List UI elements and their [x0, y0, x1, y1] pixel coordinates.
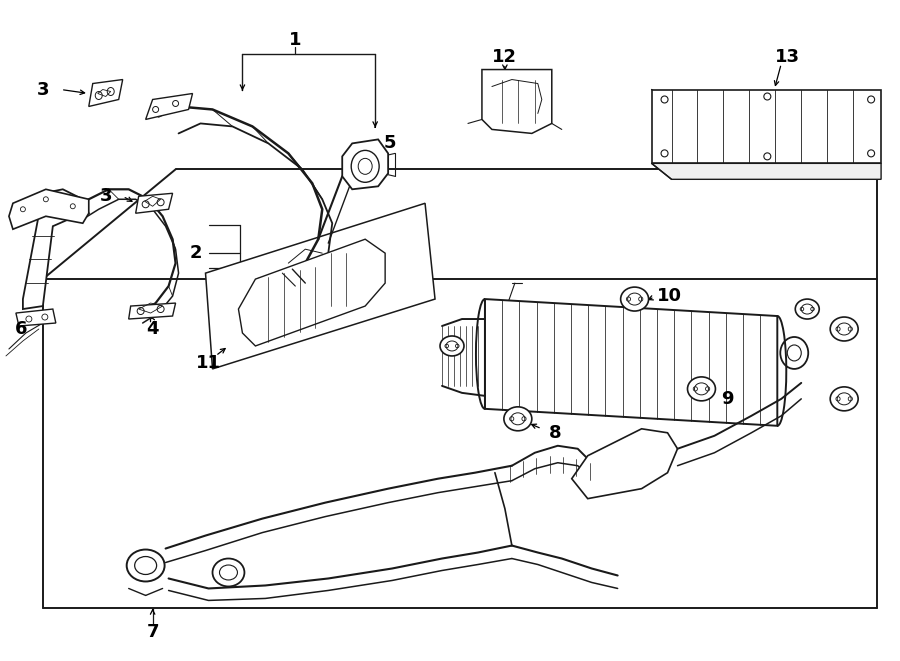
Polygon shape — [22, 189, 89, 309]
Ellipse shape — [446, 341, 458, 351]
Ellipse shape — [796, 299, 819, 319]
Text: 7: 7 — [147, 623, 159, 641]
Text: 13: 13 — [775, 48, 800, 65]
Polygon shape — [485, 299, 778, 426]
Ellipse shape — [504, 407, 532, 431]
Ellipse shape — [801, 304, 814, 314]
Text: 9: 9 — [721, 390, 734, 408]
Ellipse shape — [688, 377, 716, 401]
Text: 3: 3 — [100, 187, 112, 206]
Polygon shape — [482, 69, 552, 134]
Ellipse shape — [695, 383, 708, 395]
Polygon shape — [16, 309, 56, 326]
Polygon shape — [89, 79, 122, 106]
Text: 1: 1 — [289, 30, 302, 49]
Polygon shape — [572, 429, 678, 498]
Polygon shape — [136, 193, 173, 214]
Text: 3: 3 — [37, 81, 50, 98]
Text: 5: 5 — [384, 134, 396, 153]
Text: 6: 6 — [14, 320, 27, 338]
Text: 11: 11 — [196, 354, 221, 372]
Text: 2: 2 — [189, 244, 202, 262]
Text: 12: 12 — [492, 48, 517, 65]
Ellipse shape — [837, 393, 851, 405]
Polygon shape — [9, 189, 89, 229]
Ellipse shape — [440, 336, 464, 356]
Polygon shape — [205, 204, 435, 369]
Ellipse shape — [621, 287, 649, 311]
Text: 10: 10 — [657, 287, 682, 305]
Ellipse shape — [627, 293, 642, 305]
Ellipse shape — [511, 413, 525, 425]
Polygon shape — [652, 163, 881, 179]
Polygon shape — [238, 239, 385, 346]
Polygon shape — [146, 93, 193, 120]
Polygon shape — [129, 303, 176, 319]
Polygon shape — [342, 139, 388, 189]
Text: 4: 4 — [147, 320, 159, 338]
Text: 8: 8 — [548, 424, 561, 442]
Ellipse shape — [830, 317, 858, 341]
Polygon shape — [652, 89, 881, 163]
Ellipse shape — [837, 323, 851, 335]
Ellipse shape — [830, 387, 858, 411]
